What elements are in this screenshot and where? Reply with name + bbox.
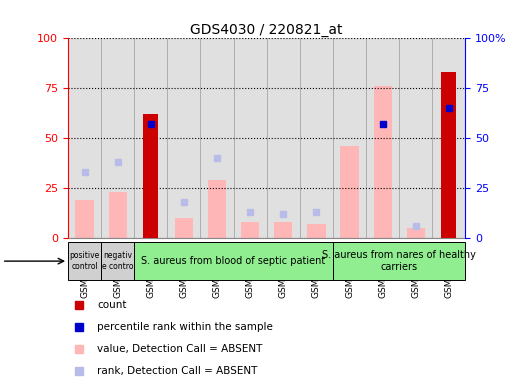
Text: negativ
e contro: negativ e contro bbox=[102, 252, 133, 271]
Bar bbox=[175, 218, 193, 238]
Bar bbox=[68, 242, 101, 280]
Bar bbox=[308, 224, 325, 238]
Text: positive
control: positive control bbox=[70, 252, 100, 271]
Bar bbox=[300, 38, 333, 238]
Text: S. aureus from nares of healthy
carriers: S. aureus from nares of healthy carriers bbox=[322, 250, 476, 272]
Bar bbox=[333, 38, 366, 238]
Bar bbox=[340, 146, 359, 238]
Text: percentile rank within the sample: percentile rank within the sample bbox=[97, 322, 273, 332]
Bar bbox=[134, 242, 333, 280]
Bar bbox=[373, 86, 392, 238]
Text: S. aureus from blood of septic patient: S. aureus from blood of septic patient bbox=[142, 256, 326, 266]
Bar bbox=[200, 38, 234, 238]
Bar bbox=[267, 38, 300, 238]
Bar bbox=[433, 38, 465, 238]
Bar bbox=[234, 38, 267, 238]
Bar bbox=[109, 192, 127, 238]
Bar bbox=[134, 38, 167, 238]
Bar bbox=[208, 180, 226, 238]
Bar bbox=[399, 38, 433, 238]
Text: value, Detection Call = ABSENT: value, Detection Call = ABSENT bbox=[97, 344, 262, 354]
Bar bbox=[101, 38, 134, 238]
Bar bbox=[75, 200, 94, 238]
Bar bbox=[241, 222, 259, 238]
Bar bbox=[441, 72, 457, 238]
Bar bbox=[274, 222, 292, 238]
Bar bbox=[101, 242, 134, 280]
Bar bbox=[68, 38, 101, 238]
Text: count: count bbox=[97, 300, 127, 310]
Bar bbox=[333, 242, 465, 280]
Bar bbox=[143, 114, 158, 238]
Title: GDS4030 / 220821_at: GDS4030 / 220821_at bbox=[190, 23, 343, 37]
Bar bbox=[366, 38, 399, 238]
Text: rank, Detection Call = ABSENT: rank, Detection Call = ABSENT bbox=[97, 366, 257, 376]
Bar bbox=[167, 38, 200, 238]
Bar bbox=[407, 228, 425, 238]
